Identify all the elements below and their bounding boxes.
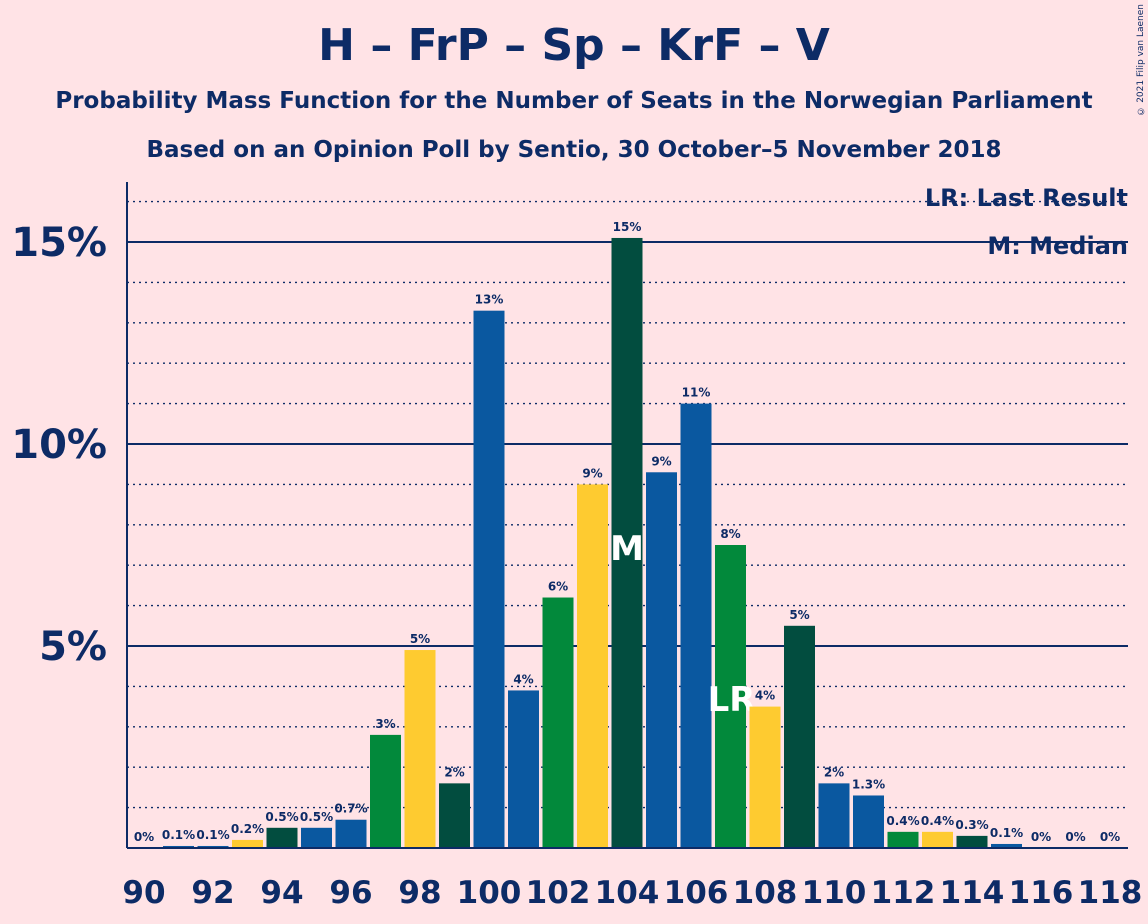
bar-seat-112 <box>887 831 919 848</box>
bar-seat-109 <box>784 625 815 848</box>
legend-last-result: LR: Last Result <box>924 184 1128 212</box>
x-tick-label: 96 <box>329 875 372 911</box>
data-label: 0.1% <box>990 826 1023 840</box>
data-label: 4% <box>513 672 533 686</box>
y-tick-label: 15% <box>11 220 107 266</box>
x-tick-label: 108 <box>733 875 798 911</box>
data-label: 0.4% <box>921 814 954 828</box>
bar-seat-108 <box>749 706 781 848</box>
data-label: 0% <box>1031 830 1051 844</box>
bar-seat-107 <box>715 545 746 848</box>
data-label: 9% <box>582 466 602 480</box>
data-label: 13% <box>475 293 504 307</box>
x-tick-label: 110 <box>802 875 867 911</box>
bar-seat-105 <box>646 472 677 848</box>
data-label: 3% <box>375 717 395 731</box>
bar-seat-96 <box>335 819 367 848</box>
x-tick-label: 104 <box>595 875 660 911</box>
x-tick-label: 92 <box>191 875 234 911</box>
bar-seat-91 <box>163 845 194 848</box>
data-label: 0.7% <box>334 802 367 816</box>
data-label: 0.5% <box>265 810 298 824</box>
y-tick-label: 10% <box>11 422 107 468</box>
data-label: 0.2% <box>231 822 264 836</box>
data-label: 0.1% <box>162 828 195 842</box>
bar-seat-113 <box>922 831 953 848</box>
axes: 5%10%15%90 92 94 96 98 100 102 104 106 108 110 112 1… <box>11 182 1142 911</box>
bar-seat-106 <box>680 403 712 848</box>
bar-seat-104 <box>611 237 643 848</box>
bar-seat-97 <box>370 734 401 848</box>
data-label: 5% <box>410 632 430 646</box>
chart-title: H – FrP – Sp – KrF – V <box>318 20 830 71</box>
x-tick-label: 102 <box>526 875 591 911</box>
legend-median: M: Median <box>987 232 1128 260</box>
bar-seat-101 <box>508 690 539 848</box>
x-tick-label: 98 <box>398 875 441 911</box>
bar-seat-94 <box>266 827 298 848</box>
x-tick-label: 114 <box>940 875 1005 911</box>
data-label: 8% <box>720 527 740 541</box>
y-tick-label: 5% <box>39 624 107 670</box>
data-label: 0% <box>1100 830 1120 844</box>
data-label: 0.1% <box>196 828 229 842</box>
bar-seat-103 <box>577 484 608 848</box>
data-label: 6% <box>548 580 568 594</box>
bar-seat-92 <box>197 845 229 848</box>
bar-seat-99 <box>439 783 470 848</box>
data-label: 0% <box>1065 830 1085 844</box>
bar-seat-93 <box>232 839 263 848</box>
chart-subtitle: Probability Mass Function for the Number… <box>55 88 1093 114</box>
bar-seat-95 <box>301 827 332 848</box>
median-marker: M <box>610 529 644 569</box>
data-label: 11% <box>682 386 711 400</box>
bar-seat-100 <box>473 310 505 848</box>
bar-seat-114 <box>956 835 988 848</box>
x-tick-label: 90 <box>122 875 165 911</box>
data-label: 15% <box>613 220 642 234</box>
bar-seat-115 <box>991 843 1022 848</box>
data-label: 9% <box>651 454 671 468</box>
bar-seat-111 <box>853 795 884 848</box>
data-label: 2% <box>824 765 844 779</box>
x-tick-label: 116 <box>1009 875 1074 911</box>
x-tick-label: 112 <box>871 875 936 911</box>
data-label: 2% <box>444 765 464 779</box>
last-result-marker: LR <box>708 680 756 720</box>
x-tick-label: 94 <box>260 875 303 911</box>
data-label: 4% <box>755 689 775 703</box>
x-tick-label: 118 <box>1078 875 1143 911</box>
bar-seat-102 <box>542 597 574 848</box>
x-tick-label: 106 <box>664 875 729 911</box>
chart-source: Based on an Opinion Poll by Sentio, 30 O… <box>146 137 1002 163</box>
data-label: 0.3% <box>955 818 988 832</box>
data-label: 0.4% <box>886 814 919 828</box>
data-label: 5% <box>789 608 809 622</box>
data-label: 0.5% <box>300 810 333 824</box>
bar-seat-110 <box>818 783 850 848</box>
bars: 0% 0.1% 0.1% 0.2%0.5% 0.5%0.7%3%5%2%13%4%6%9… <box>134 220 1120 848</box>
data-label: 0% <box>134 830 154 844</box>
data-label: 1.3% <box>852 777 885 791</box>
bar-seat-98 <box>404 650 436 848</box>
x-tick-label: 100 <box>457 875 522 911</box>
